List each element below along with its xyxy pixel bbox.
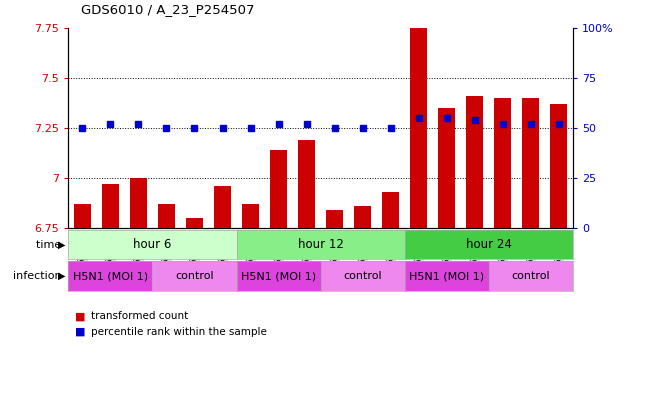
Bar — [270, 150, 287, 228]
Text: H5N1 (MOI 1): H5N1 (MOI 1) — [73, 271, 148, 281]
Bar — [74, 204, 90, 228]
Text: control: control — [343, 271, 382, 281]
Text: ■: ■ — [75, 327, 85, 337]
Bar — [186, 218, 203, 228]
Bar — [214, 186, 231, 228]
Text: percentile rank within the sample: percentile rank within the sample — [91, 327, 267, 337]
Text: ▶: ▶ — [57, 240, 65, 250]
Bar — [326, 210, 343, 228]
Bar — [494, 97, 511, 228]
Text: ■: ■ — [75, 311, 85, 321]
Bar — [466, 95, 483, 228]
Bar — [551, 104, 567, 228]
Text: hour 6: hour 6 — [133, 238, 172, 251]
Text: control: control — [512, 271, 550, 281]
Bar — [242, 204, 259, 228]
Text: time: time — [36, 240, 65, 250]
Text: control: control — [175, 271, 214, 281]
Bar — [158, 204, 175, 228]
Text: H5N1 (MOI 1): H5N1 (MOI 1) — [409, 271, 484, 281]
Bar — [130, 178, 147, 228]
Bar — [438, 108, 455, 228]
Bar — [298, 140, 315, 228]
Text: transformed count: transformed count — [91, 311, 188, 321]
Text: GDS6010 / A_23_P254507: GDS6010 / A_23_P254507 — [81, 3, 255, 16]
Text: hour 24: hour 24 — [466, 238, 512, 251]
Text: infection: infection — [13, 271, 65, 281]
Bar — [102, 184, 118, 228]
Text: hour 12: hour 12 — [298, 238, 344, 251]
Bar — [410, 6, 427, 228]
Bar — [522, 97, 539, 228]
Text: ▶: ▶ — [57, 271, 65, 281]
Bar — [354, 206, 371, 228]
Text: H5N1 (MOI 1): H5N1 (MOI 1) — [241, 271, 316, 281]
Bar — [382, 192, 399, 228]
